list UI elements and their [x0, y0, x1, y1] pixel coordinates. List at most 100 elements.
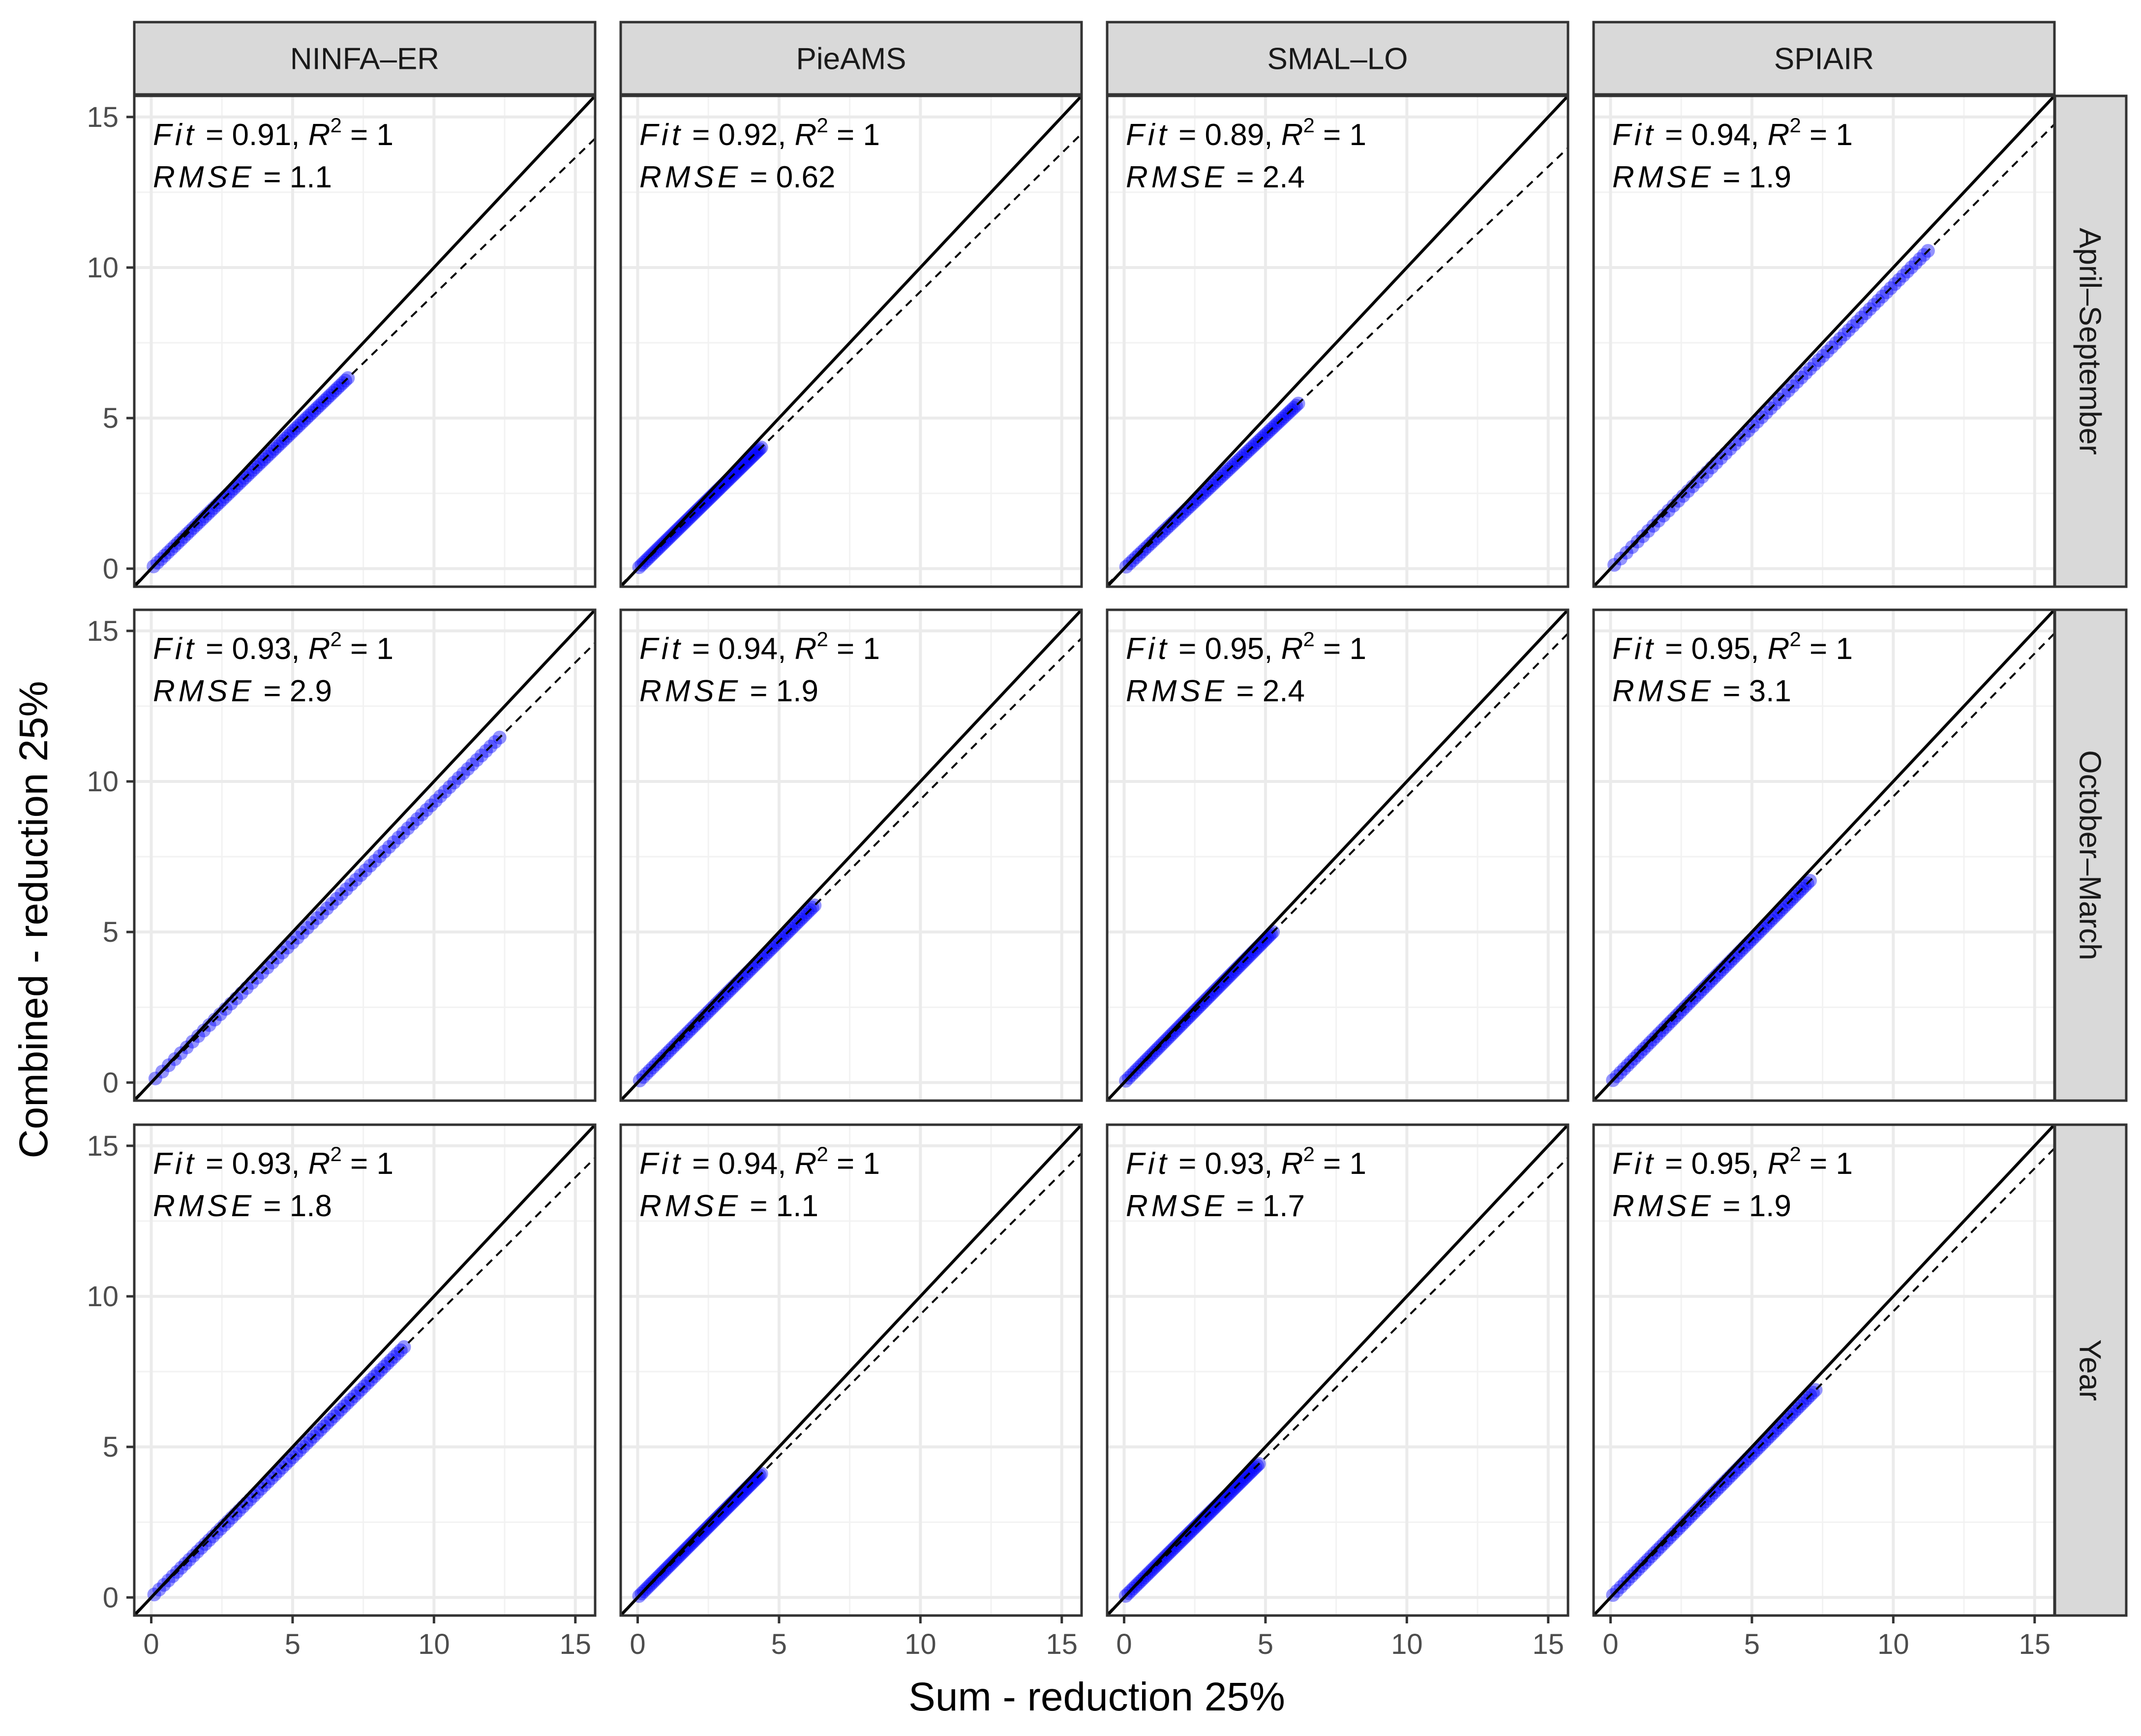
- rmse-value: = 1.1: [255, 160, 332, 194]
- identity-line: [1594, 96, 2054, 587]
- panel-year-pieams: Fit = 0.94, R2 = 1 RMSE = 1.1 0 5 10 15: [619, 1123, 1083, 1660]
- fit-line: [1594, 123, 2054, 587]
- identity-line: [621, 610, 1082, 1101]
- fit-label: Fit: [1612, 1147, 1657, 1181]
- panel-border: [1106, 1123, 1569, 1617]
- fit-annotation: Fit = 0.93, R2 = 1: [153, 628, 393, 666]
- rmse-annotation: RMSE = 3.1: [1612, 674, 1791, 708]
- rmse-value: = 2.4: [1228, 160, 1305, 194]
- y-tick-label: 10: [87, 252, 119, 284]
- panel-april-september-smal-lo: Fit = 0.89, R2 = 1 RMSE = 2.4: [1106, 94, 1569, 588]
- r-squared-exponent: 2: [1303, 628, 1314, 651]
- fit-annotation: Fit = 0.92, R2 = 1: [639, 114, 880, 152]
- rmse-value: = 0.62: [741, 160, 835, 194]
- row-strip-october-march: October–March: [2053, 608, 2128, 1102]
- r-squared-exponent: 2: [330, 1142, 341, 1166]
- rmse-value: = 3.1: [1714, 674, 1791, 708]
- column-strip-label: NINFA–ER: [290, 42, 439, 76]
- column-strip-label: SMAL–LO: [1267, 42, 1408, 76]
- row-strip-label: Year: [2073, 1339, 2107, 1401]
- rmse-annotation: RMSE = 1.7: [1126, 1189, 1305, 1223]
- panel-plot-area: [1107, 610, 1568, 1101]
- panel-border: [619, 1123, 1083, 1617]
- r-label: R: [795, 118, 817, 152]
- panel-plot-area: [1594, 610, 2054, 1101]
- rmse-label: RMSE: [153, 674, 255, 708]
- column-strip-pieams: PieAMS: [619, 21, 1083, 96]
- identity-line: [621, 1125, 1082, 1616]
- fit-label: Fit: [1612, 632, 1657, 666]
- panel-border: [1592, 94, 2056, 588]
- panel-border: [1592, 608, 2056, 1102]
- fit-annotation: Fit = 0.93, R2 = 1: [153, 1142, 393, 1181]
- strip-background: [1106, 21, 1569, 96]
- fit-annotation: Fit = 0.93, R2 = 1: [1126, 1142, 1366, 1181]
- r-label: R: [795, 632, 817, 666]
- panel-october-march-spiair: Fit = 0.95, R2 = 1 RMSE = 3.1: [1592, 608, 2056, 1102]
- r-squared-exponent: 2: [1789, 114, 1801, 137]
- rmse-annotation: RMSE = 0.62: [639, 160, 835, 194]
- column-strip-spiair: SPIAIR: [1592, 21, 2056, 96]
- r-squared-exponent: 2: [1789, 628, 1801, 651]
- rmse-annotation: RMSE = 1.9: [1612, 1189, 1791, 1223]
- strip-background: [133, 21, 597, 96]
- x-tick-label: 0: [1602, 1628, 1618, 1660]
- panel-plot-area: [1594, 1125, 2054, 1616]
- x-tick-label: 5: [1258, 1628, 1273, 1660]
- panel-april-september-pieams: Fit = 0.92, R2 = 1 RMSE = 0.62: [619, 94, 1083, 588]
- identity-line: [134, 96, 595, 587]
- rmse-label: RMSE: [1126, 674, 1228, 708]
- panel-border: [133, 94, 597, 588]
- r-label: R: [308, 1147, 331, 1181]
- column-strip-label: SPIAIR: [1774, 42, 1874, 76]
- rmse-label: RMSE: [153, 1189, 255, 1223]
- fit-line: [621, 133, 1082, 586]
- panel-border: [133, 608, 597, 1102]
- strip-background: [1592, 21, 2056, 96]
- rmse-annotation: RMSE = 2.9: [153, 674, 332, 708]
- fit-label: Fit: [1126, 118, 1170, 152]
- rmse-value: = 2.9: [255, 674, 332, 708]
- r-squared-value: = 1: [1801, 632, 1853, 666]
- r-squared-value: = 1: [828, 1147, 880, 1181]
- r-squared-value: = 1: [1801, 118, 1853, 152]
- panel-april-september-spiair: Fit = 0.94, R2 = 1 RMSE = 1.9: [1592, 94, 2056, 588]
- r-label: R: [308, 118, 331, 152]
- r-squared-exponent: 2: [1789, 1142, 1801, 1166]
- rmse-value: = 1.9: [1714, 1189, 1791, 1223]
- rmse-annotation: RMSE = 1.1: [153, 160, 332, 194]
- panel-october-march-pieams: Fit = 0.94, R2 = 1 RMSE = 1.9: [619, 608, 1083, 1102]
- x-tick-label: 15: [560, 1628, 592, 1660]
- x-tick-label: 15: [1533, 1628, 1565, 1660]
- row-strip-label: October–March: [2073, 750, 2107, 960]
- fit-label: Fit: [639, 632, 684, 666]
- r-squared-value: = 1: [342, 1147, 393, 1181]
- panel-october-march-ninfa-er: Fit = 0.93, R2 = 1 RMSE = 2.9 0 5 10 15: [87, 608, 597, 1102]
- rmse-annotation: RMSE = 2.4: [1126, 160, 1305, 194]
- fit-value: = 0.95,: [1657, 632, 1768, 666]
- identity-line: [134, 610, 595, 1101]
- fit-value: = 0.92,: [684, 118, 795, 152]
- panel-october-march-smal-lo: Fit = 0.95, R2 = 1 RMSE = 2.4: [1106, 608, 1569, 1102]
- fit-value: = 0.94,: [684, 632, 795, 666]
- panel-border: [619, 608, 1083, 1102]
- strip-background: [2053, 94, 2128, 588]
- row-strip-april-september: April–September: [2053, 94, 2128, 588]
- rmse-value: = 1.8: [255, 1189, 332, 1223]
- row-strip-year: Year: [2053, 1123, 2128, 1617]
- fit-line: [134, 138, 595, 586]
- rmse-value: = 1.9: [741, 674, 818, 708]
- r-label: R: [1768, 632, 1790, 666]
- fit-annotation: Fit = 0.94, R2 = 1: [1612, 114, 1853, 152]
- row-strip-label: April–September: [2073, 228, 2107, 455]
- r-squared-exponent: 2: [816, 1142, 828, 1166]
- r-label: R: [1281, 118, 1303, 152]
- panel-plot-area: [1107, 1125, 1568, 1616]
- r-squared-value: = 1: [1315, 632, 1366, 666]
- fit-value: = 0.94,: [684, 1147, 795, 1181]
- fit-annotation: Fit = 0.89, R2 = 1: [1126, 114, 1366, 152]
- r-squared-value: = 1: [342, 632, 393, 666]
- y-axis-title: Combined - reduction 25%: [11, 681, 56, 1159]
- identity-line: [1594, 610, 2054, 1101]
